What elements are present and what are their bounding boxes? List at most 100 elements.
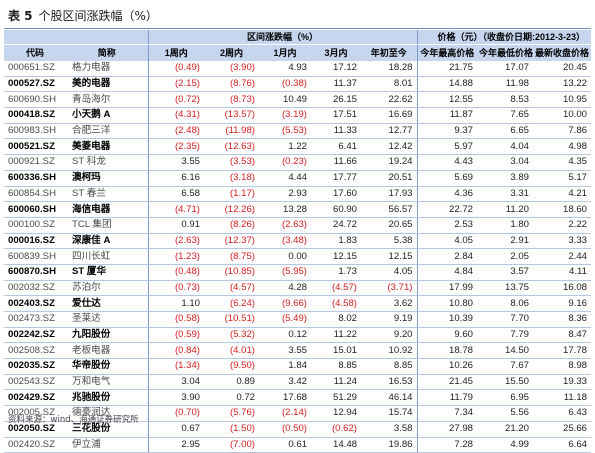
cell-ytd: 19.86 xyxy=(361,437,417,453)
cell-last: 8.36 xyxy=(533,311,591,328)
table-row: 002032.SZ 苏泊尔 (0.73) (4.57) 4.28 (4.57) (3.71)… xyxy=(4,280,591,297)
cell-hi: 11.87 xyxy=(416,107,477,124)
cell-last: 10.00 xyxy=(533,107,591,124)
cell-w1: (0.49) xyxy=(147,61,204,77)
cell-last: 8.47 xyxy=(533,327,591,344)
cell-name: 万和电气 xyxy=(66,374,148,391)
cell-last: 19.33 xyxy=(533,374,591,391)
cell-ytd: 16.69 xyxy=(361,107,417,124)
table-row: 000921.SZ ST 科龙 3.55 (3.53) (0.23) 11.66 19.24… xyxy=(4,154,591,171)
cell-code: 600690.SH xyxy=(4,91,66,109)
cell-last: 6.43 xyxy=(533,405,591,422)
header-group-price: 价格（元）（收盘价日期:2012-3-23） xyxy=(416,30,591,45)
cell-m1: (3.19) xyxy=(259,107,311,124)
table-row: 002035.SZ 华帝股份 (1.34) (9.50) 1.84 8.85 8.85 10.… xyxy=(4,358,591,375)
cell-lo: 7.70 xyxy=(477,311,533,328)
cell-lo: 3.57 xyxy=(477,264,533,281)
cell-m1: 1.84 xyxy=(259,358,311,375)
cell-m3: 11.66 xyxy=(311,154,361,171)
cell-w2: (3.53) xyxy=(204,154,259,171)
cell-m1: 0.00 xyxy=(259,248,311,265)
cell-lo: 1.80 xyxy=(477,217,533,234)
table-row: 002429.SZ 兆驰股份 3.90 0.72 17.68 51.29 46.14 11.7… xyxy=(4,389,591,407)
cell-name: 华帝股份 xyxy=(66,358,148,375)
cell-last: 13.22 xyxy=(533,76,591,93)
cell-m1: 17.68 xyxy=(259,389,311,407)
cell-w1: (0.72) xyxy=(147,91,204,109)
close-date: 2012-3-23） xyxy=(534,32,585,42)
stock-change-table: 区间涨跌幅（%） 价格（元）（收盘价日期:2012-3-23） 代码 简称 1周内 2… xyxy=(4,30,591,453)
cell-m3: 11.33 xyxy=(311,123,361,140)
cell-m3: 6.41 xyxy=(311,138,361,156)
cell-name: TCL 集团 xyxy=(66,217,148,234)
cell-ytd: 18.28 xyxy=(361,61,417,77)
cell-name: 爱仕达 xyxy=(66,295,148,312)
cell-lo: 3.31 xyxy=(477,186,533,203)
cell-lo: 4.04 xyxy=(477,138,533,156)
cell-code: 000651.SZ xyxy=(4,61,66,77)
table-row: 002403.SZ 爱仕达 1.10 (6.24) (9.66) (4.58) 3.62 10… xyxy=(4,295,591,312)
cell-m1: 3.55 xyxy=(259,342,311,360)
column-header-hi: 今年最高价格 xyxy=(416,44,477,61)
cell-w2: (1.17) xyxy=(204,186,259,203)
cell-hi: 12.55 xyxy=(416,91,477,109)
cell-m3: 11.37 xyxy=(311,76,361,93)
cell-w2: (3.18) xyxy=(204,170,259,187)
cell-lo: 7.65 xyxy=(477,107,533,124)
cell-code: 600870.SH xyxy=(4,264,66,281)
cell-name: ST 春兰 xyxy=(66,186,148,203)
cell-lo: 11.98 xyxy=(477,76,533,93)
cell-ytd: 12.15 xyxy=(361,248,417,265)
cell-w2: (8.75) xyxy=(204,248,259,265)
table-row: 000521.SZ 美菱电器 (2.35) (12.63) 1.22 6.41 12.42 5… xyxy=(4,138,591,156)
table-caption: 个股区间涨跌幅（%） xyxy=(38,9,158,23)
cell-hi: 4.36 xyxy=(416,186,477,203)
cell-lo: 5.56 xyxy=(477,405,533,422)
table-row: 600839.SH 四川长虹 (1.23) (8.75) 0.00 12.15 12.15 2… xyxy=(4,248,591,265)
cell-w2: (9.50) xyxy=(204,358,259,375)
cell-m3: 11.22 xyxy=(311,327,361,344)
cell-w2: (8.26) xyxy=(204,217,259,234)
cell-lo: 2.05 xyxy=(477,248,533,265)
table-row: 002242.SZ 九阳股份 (0.59) (5.32) 0.12 11.22 9.20 9.… xyxy=(4,327,591,344)
cell-hi: 22.72 xyxy=(416,201,477,218)
cell-w1: (0.58) xyxy=(147,311,204,328)
cell-w1: (0.48) xyxy=(147,264,204,281)
cell-name: ST 科龙 xyxy=(66,154,148,171)
cell-name: 青岛海尔 xyxy=(66,91,148,109)
cell-last: 4.21 xyxy=(533,186,591,203)
cell-w1: (0.84) xyxy=(147,342,204,360)
header-group-change: 区间涨跌幅（%） xyxy=(147,30,417,45)
cell-hi: 18.78 xyxy=(416,342,477,360)
cell-m3: 15.01 xyxy=(311,342,361,360)
cell-hi: 17.99 xyxy=(416,280,477,297)
cell-name: 澳柯玛 xyxy=(66,170,148,187)
cell-hi: 14.88 xyxy=(416,76,477,93)
column-header-code: 代码 xyxy=(4,44,66,61)
cell-name: 海信电器 xyxy=(66,201,148,218)
cell-hi: 7.34 xyxy=(416,405,477,422)
cell-w1: 3.55 xyxy=(147,154,204,171)
cell-w1: (2.48) xyxy=(147,123,204,140)
cell-lo: 13.75 xyxy=(477,280,533,297)
cell-ytd: 9.19 xyxy=(361,311,417,328)
table-row: 000016.SZ 深康佳 A (2.63) (12.37) (3.48) 1.83 5.3… xyxy=(4,233,591,250)
cell-ytd: 17.93 xyxy=(361,186,417,203)
cell-lo: 17.07 xyxy=(477,61,533,77)
cell-last: 20.45 xyxy=(533,61,591,77)
cell-hi: 21.45 xyxy=(416,374,477,391)
table-row: 000527.SZ 美的电器 (2.15) (8.76) (0.38) 11.37 8.01… xyxy=(4,76,591,93)
cell-ytd: 12.42 xyxy=(361,138,417,156)
header-blank-2 xyxy=(66,30,148,45)
cell-ytd: (3.71) xyxy=(361,280,417,297)
cell-m3: 60.90 xyxy=(311,201,361,218)
cell-ytd: 56.57 xyxy=(361,201,417,218)
cell-hi: 4.05 xyxy=(416,233,477,250)
cell-name: 伊立浦 xyxy=(66,437,148,453)
cell-w1: (1.34) xyxy=(147,358,204,375)
source-note: 资料来源：wind、海通证券研究所 xyxy=(8,415,139,425)
cell-hi: 2.84 xyxy=(416,248,477,265)
title-divider xyxy=(4,28,591,29)
cell-m3: 17.12 xyxy=(311,61,361,77)
cell-last: 4.98 xyxy=(533,138,591,156)
